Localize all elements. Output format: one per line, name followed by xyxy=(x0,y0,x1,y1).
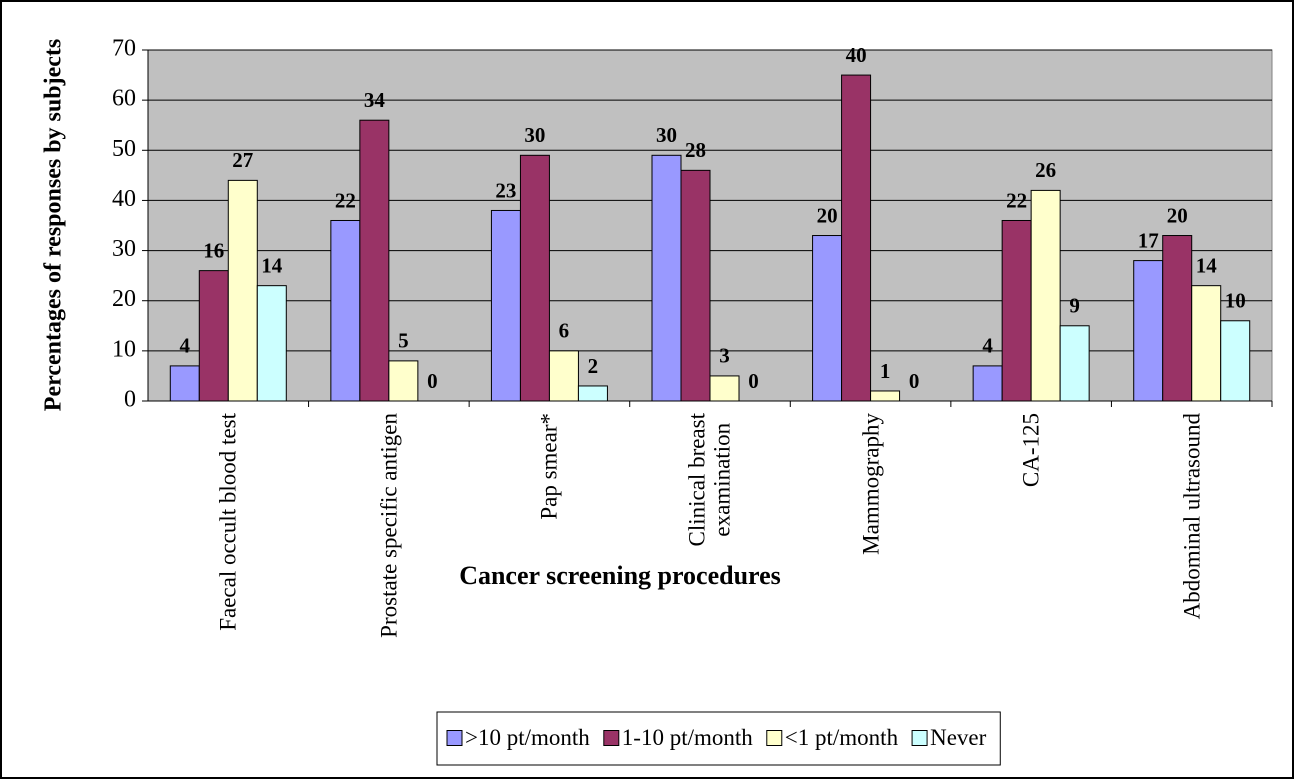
x-axis-title: Cancer screening procedures xyxy=(459,561,781,590)
data-label: 0 xyxy=(427,369,438,393)
y-tick-label: 40 xyxy=(112,186,136,212)
data-label: 0 xyxy=(748,369,759,393)
data-label: 20 xyxy=(817,203,838,227)
legend-label: 1-10 pt/month xyxy=(622,725,753,750)
data-label: 14 xyxy=(261,253,283,277)
y-tick-label: 50 xyxy=(112,136,136,162)
bar xyxy=(812,235,843,402)
data-label: 0 xyxy=(909,369,920,393)
bar xyxy=(651,154,682,402)
x-tick-label: Mammography xyxy=(857,413,883,555)
data-label: 14 xyxy=(1196,253,1218,277)
data-label: 3 xyxy=(719,344,730,368)
y-tick-label: 60 xyxy=(112,86,136,112)
bar xyxy=(330,219,361,402)
data-label: 27 xyxy=(232,148,253,172)
legend-label: >10 pt/month xyxy=(465,725,590,750)
data-label: 5 xyxy=(398,329,409,353)
data-label: 28 xyxy=(685,138,706,162)
bar xyxy=(972,365,1003,402)
bar xyxy=(1220,320,1251,402)
bar xyxy=(256,285,287,402)
data-label: 1 xyxy=(880,359,891,383)
bar xyxy=(1191,285,1222,402)
data-label: 40 xyxy=(846,43,867,67)
data-label: 4 xyxy=(982,334,993,358)
bar xyxy=(1162,235,1193,402)
data-label: 30 xyxy=(656,123,677,147)
data-label: 34 xyxy=(364,88,386,112)
data-label: 20 xyxy=(1167,203,1188,227)
bar xyxy=(680,169,711,402)
legend-swatch xyxy=(603,730,620,746)
x-tick-label: Clinical breast examination xyxy=(684,413,735,547)
bar xyxy=(577,385,608,402)
x-tick-label: CA-125 xyxy=(1018,413,1044,488)
bar xyxy=(870,390,901,402)
data-label: 10 xyxy=(1225,289,1246,313)
data-label: 9 xyxy=(1069,294,1080,318)
legend-swatch xyxy=(446,730,463,746)
data-label: 22 xyxy=(1006,188,1027,212)
y-tick-label: 30 xyxy=(112,236,136,262)
bar xyxy=(359,119,390,402)
x-tick-label: Faecal occult blood test xyxy=(215,413,241,631)
bar xyxy=(548,350,579,402)
data-label: 26 xyxy=(1035,158,1056,182)
data-label: 2 xyxy=(588,354,599,378)
x-tick-label: Abdominal ultrasound xyxy=(1179,413,1205,620)
y-tick-label: 20 xyxy=(112,286,136,312)
legend-swatch xyxy=(766,730,783,746)
data-label: 6 xyxy=(559,319,570,343)
bar xyxy=(1030,189,1061,402)
bar xyxy=(1001,219,1032,402)
bar xyxy=(519,154,550,402)
x-tick-label: Prostate specific antigen xyxy=(376,413,402,638)
y-tick-label: 10 xyxy=(112,336,136,362)
data-label: 23 xyxy=(495,178,516,202)
bar xyxy=(1133,260,1164,402)
legend-label: Never xyxy=(930,725,987,750)
y-tick-label: 0 xyxy=(124,387,136,413)
y-tick-label: 70 xyxy=(112,36,136,62)
bar xyxy=(490,209,521,402)
data-label: 17 xyxy=(1138,228,1159,252)
data-label: 30 xyxy=(524,123,545,147)
data-label: 22 xyxy=(335,188,356,212)
bar xyxy=(198,270,229,402)
bar xyxy=(388,360,419,402)
legend-box xyxy=(436,711,1001,766)
bar xyxy=(169,365,200,402)
data-label: 4 xyxy=(180,334,191,358)
bar xyxy=(841,74,872,402)
bar xyxy=(227,179,258,402)
bar xyxy=(1059,325,1090,402)
x-tick-label: Pap smear* xyxy=(536,413,562,520)
bar xyxy=(709,375,740,402)
legend-swatch xyxy=(911,730,928,746)
y-axis-title: Percentages of responses by subjects xyxy=(41,39,67,411)
data-label: 16 xyxy=(203,238,224,262)
legend-label: <1 pt/month xyxy=(785,725,899,750)
